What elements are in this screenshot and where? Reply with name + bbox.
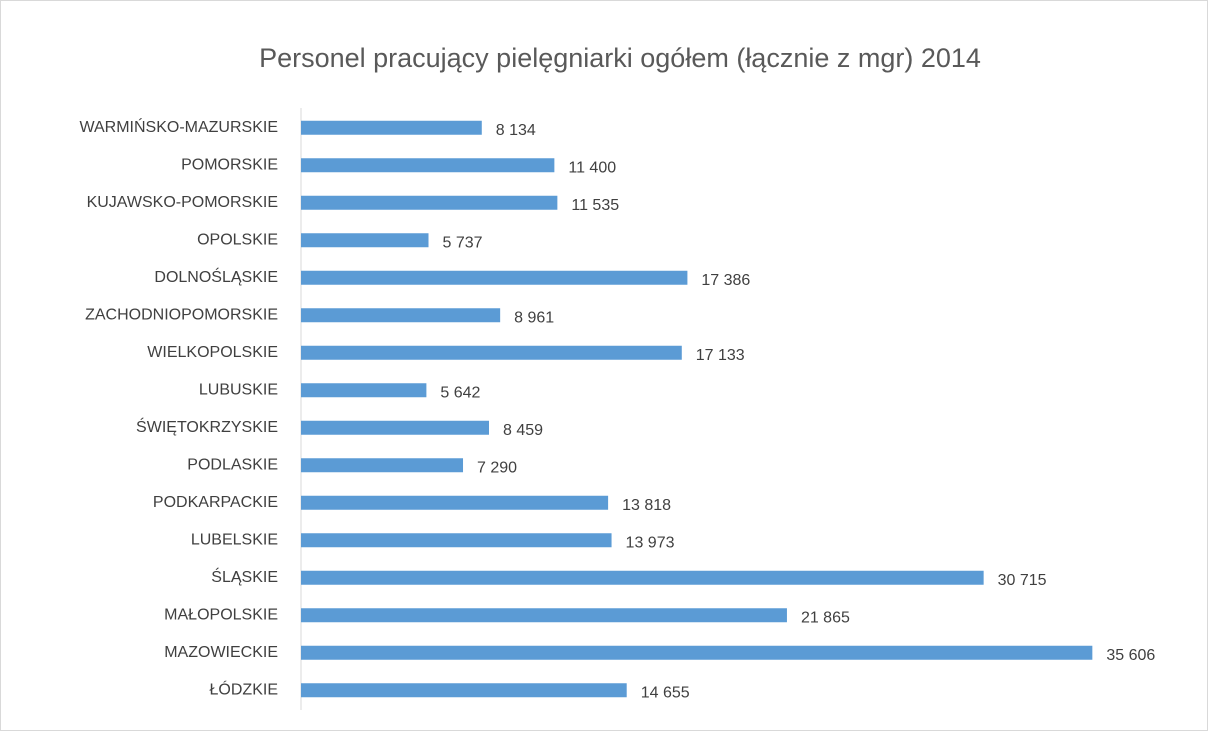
- data-label: 8 134: [496, 122, 536, 139]
- bar: [301, 645, 1093, 660]
- data-label: 8 961: [514, 309, 554, 326]
- data-label: 14 655: [641, 684, 690, 701]
- y-tick-label: ŚLĄSKIE: [211, 567, 278, 586]
- data-label: 30 715: [998, 572, 1047, 589]
- y-tick-label: PODLASKIE: [187, 456, 278, 473]
- chart-title: Personel pracujący pielęgniarki ogółem (…: [259, 43, 981, 73]
- bar: [301, 683, 627, 698]
- bar: [301, 383, 427, 398]
- bar: [301, 345, 682, 360]
- y-tick-label: DOLNOŚLĄSKIE: [154, 267, 278, 286]
- bar: [301, 458, 464, 473]
- data-label: 13 973: [626, 534, 675, 551]
- bar: [301, 495, 609, 510]
- data-label: 11 535: [571, 197, 619, 214]
- y-tick-label: LUBUSKIE: [199, 381, 278, 398]
- data-label: 7 290: [477, 459, 517, 476]
- y-tick-label: ŚWIĘTOKRZYSKIE: [136, 417, 278, 436]
- bar: [301, 233, 429, 248]
- bar: [301, 308, 501, 323]
- y-tick-label: WIELKOPOLSKIE: [147, 344, 278, 361]
- y-tick-label: WARMIŃSKO-MAZURSKIE: [79, 117, 278, 136]
- data-label: 11 400: [568, 159, 616, 176]
- data-label: 5 642: [440, 384, 480, 401]
- bar: [301, 270, 688, 285]
- y-tick-label: KUJAWSKO-POMORSKIE: [87, 194, 278, 211]
- y-tick-label: PODKARPACKIE: [153, 494, 278, 511]
- y-tick-label: OPOLSKIE: [197, 231, 278, 248]
- bar: [301, 120, 482, 135]
- data-label: 35 606: [1106, 647, 1155, 664]
- bar: [301, 608, 787, 623]
- y-tick-label: ŁÓDZKIE: [210, 679, 278, 698]
- data-label: 17 386: [701, 272, 750, 289]
- y-tick-label: ZACHODNIOPOMORSKIE: [85, 306, 278, 323]
- bar: [301, 195, 558, 210]
- y-tick-label: LUBELSKIE: [191, 531, 278, 548]
- y-tick-label: MAZOWIECKIE: [164, 644, 278, 661]
- bar: [301, 533, 612, 548]
- data-label: 5 737: [443, 234, 483, 251]
- data-label: 21 865: [801, 609, 850, 626]
- y-tick-label: POMORSKIE: [181, 156, 278, 173]
- bar: [301, 158, 555, 173]
- data-label: 17 133: [696, 347, 745, 364]
- bar: [301, 570, 984, 585]
- y-tick-label: MAŁOPOLSKIE: [164, 606, 278, 623]
- data-label: 8 459: [503, 422, 543, 439]
- data-label: 13 818: [622, 497, 671, 514]
- bar: [301, 420, 490, 435]
